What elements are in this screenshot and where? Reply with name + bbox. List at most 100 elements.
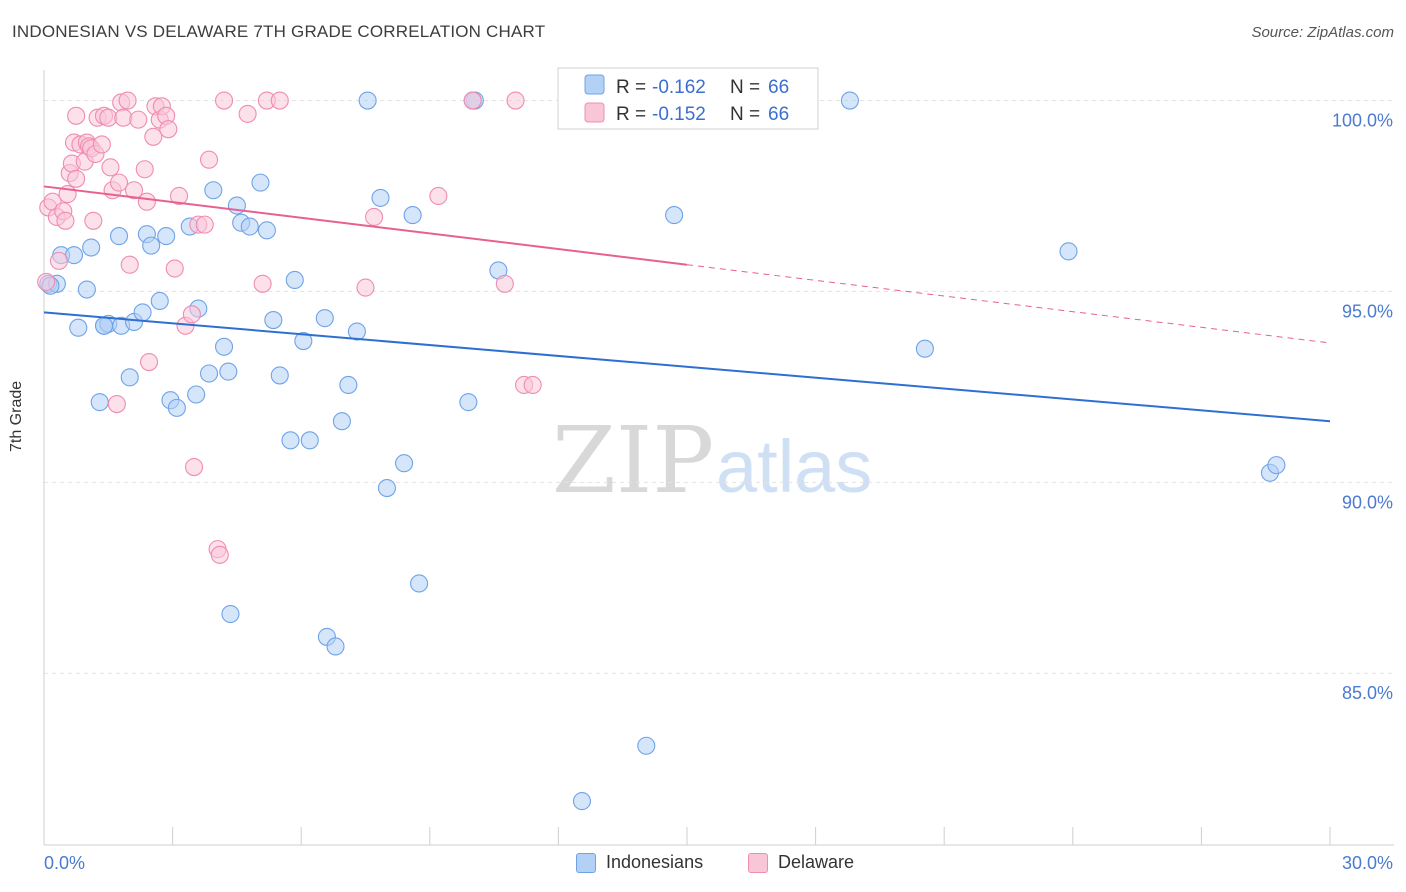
point-indonesians-46	[371, 188, 390, 207]
point-indonesians-49	[395, 454, 414, 473]
y-tick-label-0: 85.0%	[1342, 683, 1393, 703]
point-delaware-63	[523, 375, 542, 395]
point-indonesians-39	[315, 309, 334, 328]
grid-lines	[44, 100, 1394, 674]
point-indonesians-56	[637, 736, 656, 755]
point-indonesians-12	[120, 368, 139, 387]
point-indonesians-27	[219, 362, 238, 381]
trend-indonesians-solid	[43, 311, 1331, 423]
point-delaware-24	[107, 395, 126, 414]
trend-delaware-dashed	[686, 264, 1331, 344]
point-delaware-21	[99, 108, 118, 127]
swatch-indonesians	[576, 852, 596, 873]
x-tick-label-0: 0.0%	[44, 853, 85, 873]
point-indonesians-43	[339, 375, 358, 395]
legend-r-value-2: -0.152	[652, 104, 706, 125]
watermark-zip: ZIP	[552, 407, 714, 514]
point-indonesians-20	[167, 398, 186, 417]
legend-n-value-1: 66	[768, 77, 789, 98]
chart-source: Source: ZipAtlas.com	[1251, 24, 1394, 41]
point-delaware-31	[129, 110, 148, 129]
point-indonesians-34	[270, 366, 289, 385]
point-delaware-64	[67, 106, 86, 125]
point-delaware-17	[84, 211, 103, 230]
point-delaware-11	[67, 169, 86, 188]
point-indonesians-42	[332, 412, 351, 431]
point-indonesians-51	[459, 393, 478, 412]
trend-delaware-solid	[43, 185, 688, 266]
point-delaware-50	[210, 545, 229, 564]
point-indonesians-63	[221, 604, 240, 624]
point-delaware-53	[253, 274, 272, 293]
point-delaware-52	[238, 104, 257, 123]
point-delaware-22	[101, 158, 120, 177]
point-delaware-45	[184, 457, 204, 477]
point-indonesians-36	[285, 270, 304, 290]
legend-n-label-2: N =	[730, 104, 760, 125]
y-tick-label-1: 90.0%	[1342, 492, 1393, 512]
legend-item-indonesians[interactable]: Indonesians	[576, 852, 703, 873]
point-delaware-57	[365, 207, 384, 227]
point-indonesians-3	[64, 246, 84, 265]
point-delaware-30	[124, 181, 144, 200]
legend-n-value-2: 66	[768, 104, 789, 125]
point-indonesians-25	[204, 181, 223, 200]
point-delaware-29	[120, 255, 139, 274]
point-indonesians-6	[82, 238, 101, 257]
legend-swatch-indonesians	[584, 74, 605, 95]
watermark-atlas: atlas	[716, 425, 872, 508]
point-indonesians-26	[214, 337, 234, 356]
y-tick-label-2: 95.0%	[1342, 301, 1393, 321]
point-delaware-40	[159, 120, 178, 139]
tick-labels: 85.0% 90.0% 95.0% 100.0% 0.0% 30.0%	[44, 111, 1393, 873]
point-delaware-61	[506, 91, 525, 110]
point-indonesians-47	[377, 478, 396, 498]
legend-label-delaware: Delaware	[778, 852, 855, 872]
legend-label-indonesians: Indonesians	[606, 852, 704, 872]
point-indonesians-58	[840, 91, 859, 110]
point-delaware-42	[169, 186, 189, 206]
point-delaware-56	[356, 278, 375, 297]
point-indonesians-31	[251, 173, 270, 192]
point-indonesians-62	[1267, 456, 1286, 475]
data-points	[37, 91, 1286, 811]
point-indonesians-14	[133, 303, 152, 322]
point-delaware-25	[109, 173, 129, 192]
point-indonesians-60	[1059, 242, 1078, 261]
point-indonesians-4	[69, 318, 88, 337]
point-indonesians-37	[294, 332, 313, 351]
point-delaware-32	[135, 160, 154, 179]
point-delaware-55	[270, 91, 289, 110]
point-indonesians-41	[326, 637, 345, 656]
point-delaware-27	[114, 108, 133, 127]
legend: R = -0.162 N = 66 R = -0.152 N = 66	[557, 67, 819, 130]
legend-r-value-1: -0.162	[652, 77, 706, 98]
point-delaware-59	[495, 274, 514, 293]
point-delaware-41	[165, 259, 184, 278]
point-delaware-51	[214, 91, 234, 110]
swatch-delaware	[748, 852, 768, 873]
point-indonesians-17	[150, 291, 169, 311]
legend-r-label-2: R =	[616, 104, 646, 125]
series-legend: Indonesians Delaware	[0, 852, 1406, 878]
legend-item-delaware[interactable]: Delaware	[748, 852, 854, 873]
point-delaware-0	[37, 272, 56, 291]
point-indonesians-30	[240, 217, 259, 236]
point-delaware-58	[429, 186, 448, 206]
point-indonesians-22	[187, 385, 206, 404]
trend-lines	[43, 185, 1331, 423]
legend-swatch-delaware	[584, 102, 605, 123]
watermark: ZIP atlas	[552, 407, 872, 514]
point-indonesians-50	[410, 574, 429, 593]
point-delaware-48	[199, 150, 219, 169]
point-indonesians-35	[281, 431, 300, 450]
point-indonesians-7	[90, 393, 109, 412]
y-tick-label-3: 100.0%	[1332, 111, 1393, 131]
point-indonesians-44	[347, 322, 366, 341]
point-delaware-4	[49, 251, 69, 270]
point-indonesians-38	[300, 431, 319, 450]
point-indonesians-55	[572, 792, 592, 811]
point-indonesians-24	[199, 364, 219, 383]
point-indonesians-59	[915, 339, 934, 358]
